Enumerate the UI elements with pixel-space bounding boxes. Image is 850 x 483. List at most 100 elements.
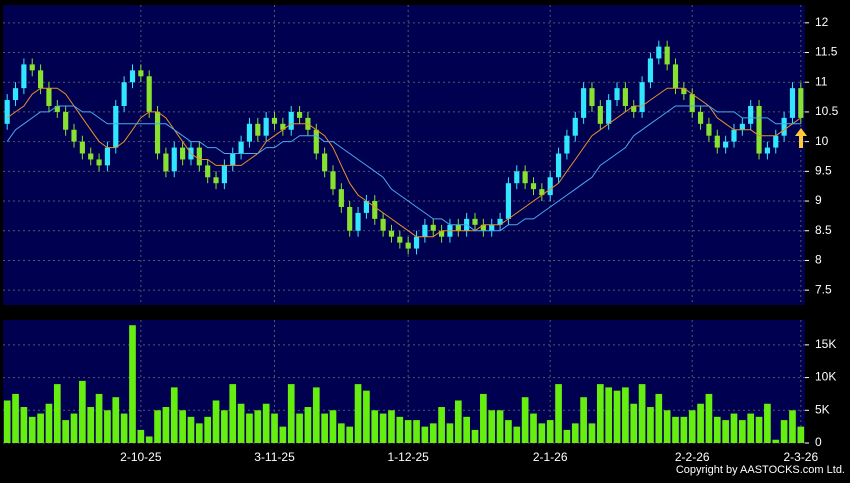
volume-bar bbox=[70, 413, 78, 443]
volume-bar bbox=[363, 390, 370, 443]
candle-body bbox=[706, 123, 712, 136]
volume-bar bbox=[797, 426, 805, 443]
x-tick-label: 2-1-26 bbox=[533, 450, 568, 464]
volume-bar bbox=[329, 410, 337, 443]
candle-body bbox=[606, 100, 612, 124]
candle-body bbox=[714, 135, 720, 148]
candle-body bbox=[631, 105, 637, 112]
volume-bar bbox=[87, 407, 95, 443]
volume-bar bbox=[145, 436, 153, 443]
candle-body bbox=[723, 141, 729, 148]
volume-bar bbox=[162, 407, 170, 443]
moving-average-line bbox=[6, 105, 801, 232]
volume-bar bbox=[104, 410, 111, 443]
volume-bar bbox=[454, 400, 462, 443]
x-tick-label: 2-10-25 bbox=[120, 450, 162, 464]
candle-body bbox=[748, 105, 754, 124]
candle-body bbox=[372, 201, 378, 219]
volume-bar bbox=[212, 400, 220, 443]
volume-bar bbox=[53, 384, 61, 443]
candle-body bbox=[773, 135, 779, 148]
volume-bar bbox=[429, 423, 437, 443]
volume-bar bbox=[262, 403, 270, 443]
volume-bar bbox=[221, 410, 228, 443]
y-tick-label: 9 bbox=[815, 193, 822, 207]
candle-body bbox=[597, 105, 603, 124]
volume-bar bbox=[647, 407, 654, 443]
candle-body bbox=[547, 177, 553, 196]
volume-bar bbox=[496, 410, 504, 443]
candle-body bbox=[154, 111, 161, 154]
volume-bar bbox=[254, 410, 262, 443]
candle-body bbox=[397, 236, 403, 243]
x-tick-label: 3-11-25 bbox=[254, 450, 295, 464]
candle-body bbox=[472, 218, 478, 225]
volume-bar bbox=[772, 439, 780, 443]
candle-body bbox=[505, 183, 512, 219]
volume-bar bbox=[480, 393, 487, 443]
volume-bar bbox=[688, 410, 696, 443]
candle-body bbox=[29, 64, 35, 71]
volume-bar bbox=[739, 420, 746, 443]
candle-body bbox=[764, 147, 770, 154]
candle-body bbox=[46, 88, 52, 106]
volume-bar bbox=[755, 416, 763, 443]
plot-layer: 7.5 8 8.5 9 9.5 10 10.5 11 11.5 12 0 5K 10K 15K 2-10-2… bbox=[3, 5, 839, 464]
candle-body bbox=[322, 153, 328, 172]
volume-bar bbox=[45, 403, 53, 443]
y-tick-label: 15K bbox=[815, 337, 836, 351]
candle-body bbox=[88, 153, 94, 160]
volume-bar bbox=[705, 393, 713, 443]
candle-body bbox=[255, 123, 261, 136]
candle-body bbox=[163, 153, 169, 172]
volume-bar bbox=[421, 426, 429, 443]
candle-body bbox=[422, 224, 428, 237]
candle-body bbox=[121, 82, 127, 106]
candle-body bbox=[263, 117, 269, 136]
price-panel bbox=[3, 5, 805, 305]
candle-body bbox=[63, 111, 69, 130]
candle-body bbox=[530, 183, 537, 190]
candle-body bbox=[180, 147, 186, 160]
volume-bar bbox=[722, 420, 729, 443]
candle-body bbox=[672, 64, 679, 89]
candle-body bbox=[96, 159, 102, 166]
volume-bar bbox=[404, 420, 412, 443]
volume-bar bbox=[28, 416, 36, 443]
y-tick-label: 7.5 bbox=[815, 282, 832, 296]
volume-bar bbox=[112, 397, 120, 443]
candle-body bbox=[347, 206, 353, 231]
volume-bar bbox=[271, 413, 278, 443]
volume-bar bbox=[780, 420, 788, 443]
volume-bar bbox=[672, 416, 679, 443]
volume-bar bbox=[129, 325, 136, 443]
volume-bar bbox=[338, 423, 345, 443]
volume-bar bbox=[354, 384, 362, 443]
volume-bar bbox=[580, 397, 587, 443]
volume-bar bbox=[747, 413, 755, 443]
x-tick-label: 2-2-26 bbox=[675, 450, 710, 464]
volume-bar bbox=[304, 407, 312, 443]
volume-bar bbox=[513, 426, 521, 443]
candle-body bbox=[205, 165, 211, 178]
volume-bar bbox=[346, 426, 354, 443]
candle-body bbox=[405, 242, 411, 249]
volume-bar bbox=[521, 397, 529, 443]
volume-bar bbox=[680, 416, 688, 443]
candle-body bbox=[388, 230, 395, 237]
candle-body bbox=[246, 123, 253, 142]
volume-bar bbox=[287, 384, 295, 443]
candle-body bbox=[539, 189, 545, 196]
volume-bar bbox=[655, 393, 663, 443]
candle-body bbox=[221, 165, 227, 184]
candle-body bbox=[338, 189, 344, 207]
candle-body bbox=[196, 147, 202, 166]
y-tick-label: 12 bbox=[815, 15, 829, 29]
candle-body bbox=[656, 46, 662, 59]
volume-bar bbox=[321, 413, 328, 443]
y-tick-label: 5K bbox=[815, 402, 830, 416]
volume-bar bbox=[446, 423, 454, 443]
volume-bar bbox=[630, 403, 638, 443]
candle-body bbox=[555, 153, 562, 178]
volume-bar bbox=[596, 384, 604, 443]
